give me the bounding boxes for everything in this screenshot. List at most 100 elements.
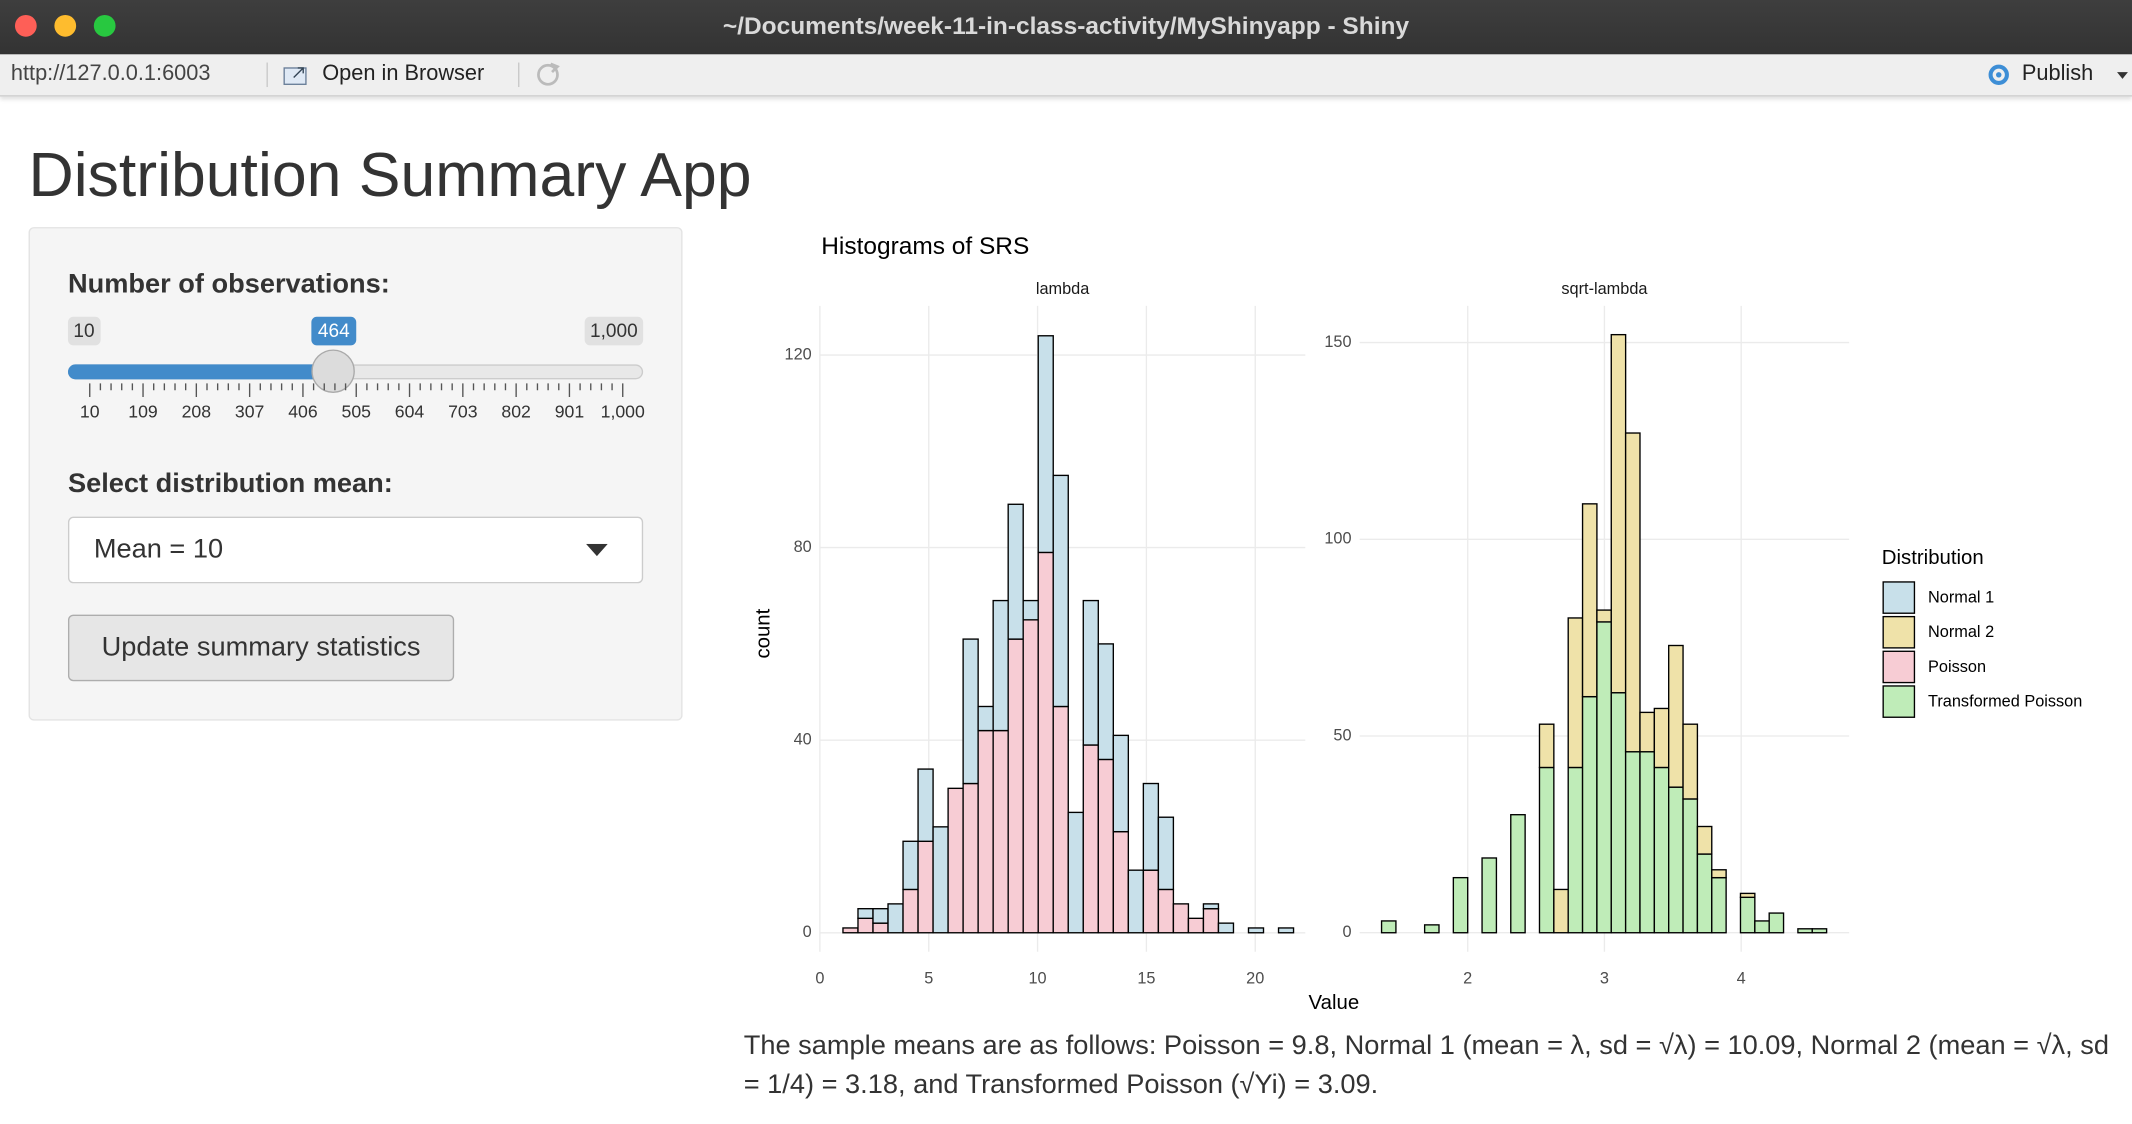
y-tick-label: 150 — [1324, 333, 1351, 351]
bar — [1567, 617, 1584, 769]
bar — [1097, 758, 1114, 934]
legend-label: Poisson — [1928, 658, 1986, 676]
publish-button[interactable]: Publish — [2021, 62, 2094, 86]
bar — [1711, 869, 1727, 879]
slider-tick-label: 802 — [501, 401, 530, 421]
legend-key — [1882, 650, 1916, 684]
bar — [1624, 751, 1641, 934]
open-in-browser-button[interactable]: Open in Browser — [322, 62, 485, 86]
bar — [992, 599, 1009, 732]
bar — [1142, 782, 1160, 871]
bar — [1097, 643, 1114, 761]
bar — [1739, 896, 1756, 934]
y-tick-label: 40 — [794, 731, 812, 749]
slider-tick-label: 10 — [80, 401, 100, 421]
y-axis-label: count — [753, 608, 775, 658]
legend-label: Normal 1 — [1928, 589, 1994, 607]
minimize-button[interactable] — [54, 14, 77, 37]
bar — [1596, 621, 1612, 934]
publish-caret[interactable] — [2116, 71, 2130, 82]
select-box[interactable]: Mean = 10 — [67, 516, 644, 584]
refresh-icon[interactable] — [533, 61, 563, 88]
bar — [1696, 825, 1713, 855]
x-tick-label: 4 — [1737, 969, 1746, 987]
bar — [872, 922, 889, 934]
select-caret — [586, 543, 608, 557]
bar — [1202, 903, 1220, 910]
bar — [992, 729, 1009, 934]
select-label: Select distribution mean: — [67, 469, 393, 500]
x-tick-label: 3 — [1600, 969, 1609, 987]
bar — [1007, 503, 1024, 640]
bar — [1007, 638, 1024, 934]
bar — [1768, 912, 1785, 934]
bar — [1553, 888, 1569, 934]
toolbar: http://127.0.0.1:6003 Open in Browser Pu… — [0, 54, 2132, 97]
x-tick-label: 10 — [1028, 969, 1046, 987]
bar — [1811, 928, 1828, 934]
select-value: Mean = 10 — [93, 534, 224, 565]
bar — [1202, 908, 1220, 934]
bar — [1581, 695, 1598, 934]
bar — [1510, 814, 1526, 934]
slider-handle[interactable] — [311, 349, 355, 393]
bar — [1277, 927, 1295, 934]
bar — [1610, 333, 1627, 694]
x-tick-label: 15 — [1137, 969, 1155, 987]
slider-tick-label: 604 — [395, 401, 425, 421]
bar — [1423, 924, 1440, 934]
summary-text: The sample means are as follows: Poisson… — [743, 1030, 2109, 1100]
zoom-button[interactable] — [93, 14, 116, 37]
bar — [1127, 869, 1145, 934]
bar — [1452, 876, 1469, 934]
bar — [1380, 920, 1397, 934]
update-button[interactable]: Update summary statistics — [67, 614, 455, 682]
y-tick-label: 50 — [1333, 726, 1351, 744]
y-tick-label: 0 — [1342, 923, 1351, 941]
facet-title: lambda — [1036, 280, 1090, 298]
y-tick-label: 0 — [803, 923, 812, 941]
bar — [1082, 744, 1099, 934]
bar — [857, 917, 874, 934]
bar — [1037, 335, 1054, 554]
bar — [1112, 830, 1130, 934]
slider-ticks: 10 109 208 307 406 505 604 703 802 901 1,000 — [80, 383, 645, 421]
url[interactable]: http://127.0.0.1:6003 — [10, 62, 211, 86]
x-tick-label: 5 — [924, 969, 933, 987]
slider-tick-label: 109 — [128, 401, 157, 421]
bar — [902, 888, 919, 934]
bar — [1082, 599, 1099, 746]
window-title: ~/Documents/week-11-in-class-activity/My… — [722, 12, 1410, 40]
bar — [977, 705, 994, 732]
x-axis-label: Value — [1309, 992, 1360, 1014]
bar — [1711, 876, 1727, 934]
bar — [1112, 734, 1130, 833]
slider-tick-label: 208 — [182, 401, 212, 421]
slider-tick-label: 1,000 — [601, 401, 645, 421]
bar — [1639, 711, 1656, 753]
app-title: Distribution Summary App — [28, 138, 752, 210]
bar — [1639, 751, 1656, 934]
bar — [1739, 892, 1756, 899]
bar — [1567, 766, 1584, 934]
bar — [1067, 811, 1084, 934]
bar — [977, 729, 994, 934]
bar — [962, 638, 979, 785]
chart-title: Histograms of SRS — [821, 233, 1029, 260]
slider-min-label: 10 — [67, 316, 101, 346]
bar — [1052, 705, 1069, 934]
slider-tick-label: 703 — [448, 401, 478, 421]
legend-label: Transformed Poisson — [1928, 693, 2082, 711]
bar — [1022, 599, 1039, 621]
slider-label: Number of observations: — [67, 269, 390, 300]
slider-max-label: 1,000 — [584, 316, 644, 346]
y-tick-label: 100 — [1324, 530, 1351, 548]
x-tick-label: 2 — [1463, 969, 1472, 987]
bar — [1754, 920, 1770, 934]
close-button[interactable] — [14, 14, 37, 37]
bar — [1157, 816, 1175, 891]
bar — [902, 840, 919, 891]
bar — [1187, 917, 1205, 934]
legend-key — [1882, 685, 1916, 718]
